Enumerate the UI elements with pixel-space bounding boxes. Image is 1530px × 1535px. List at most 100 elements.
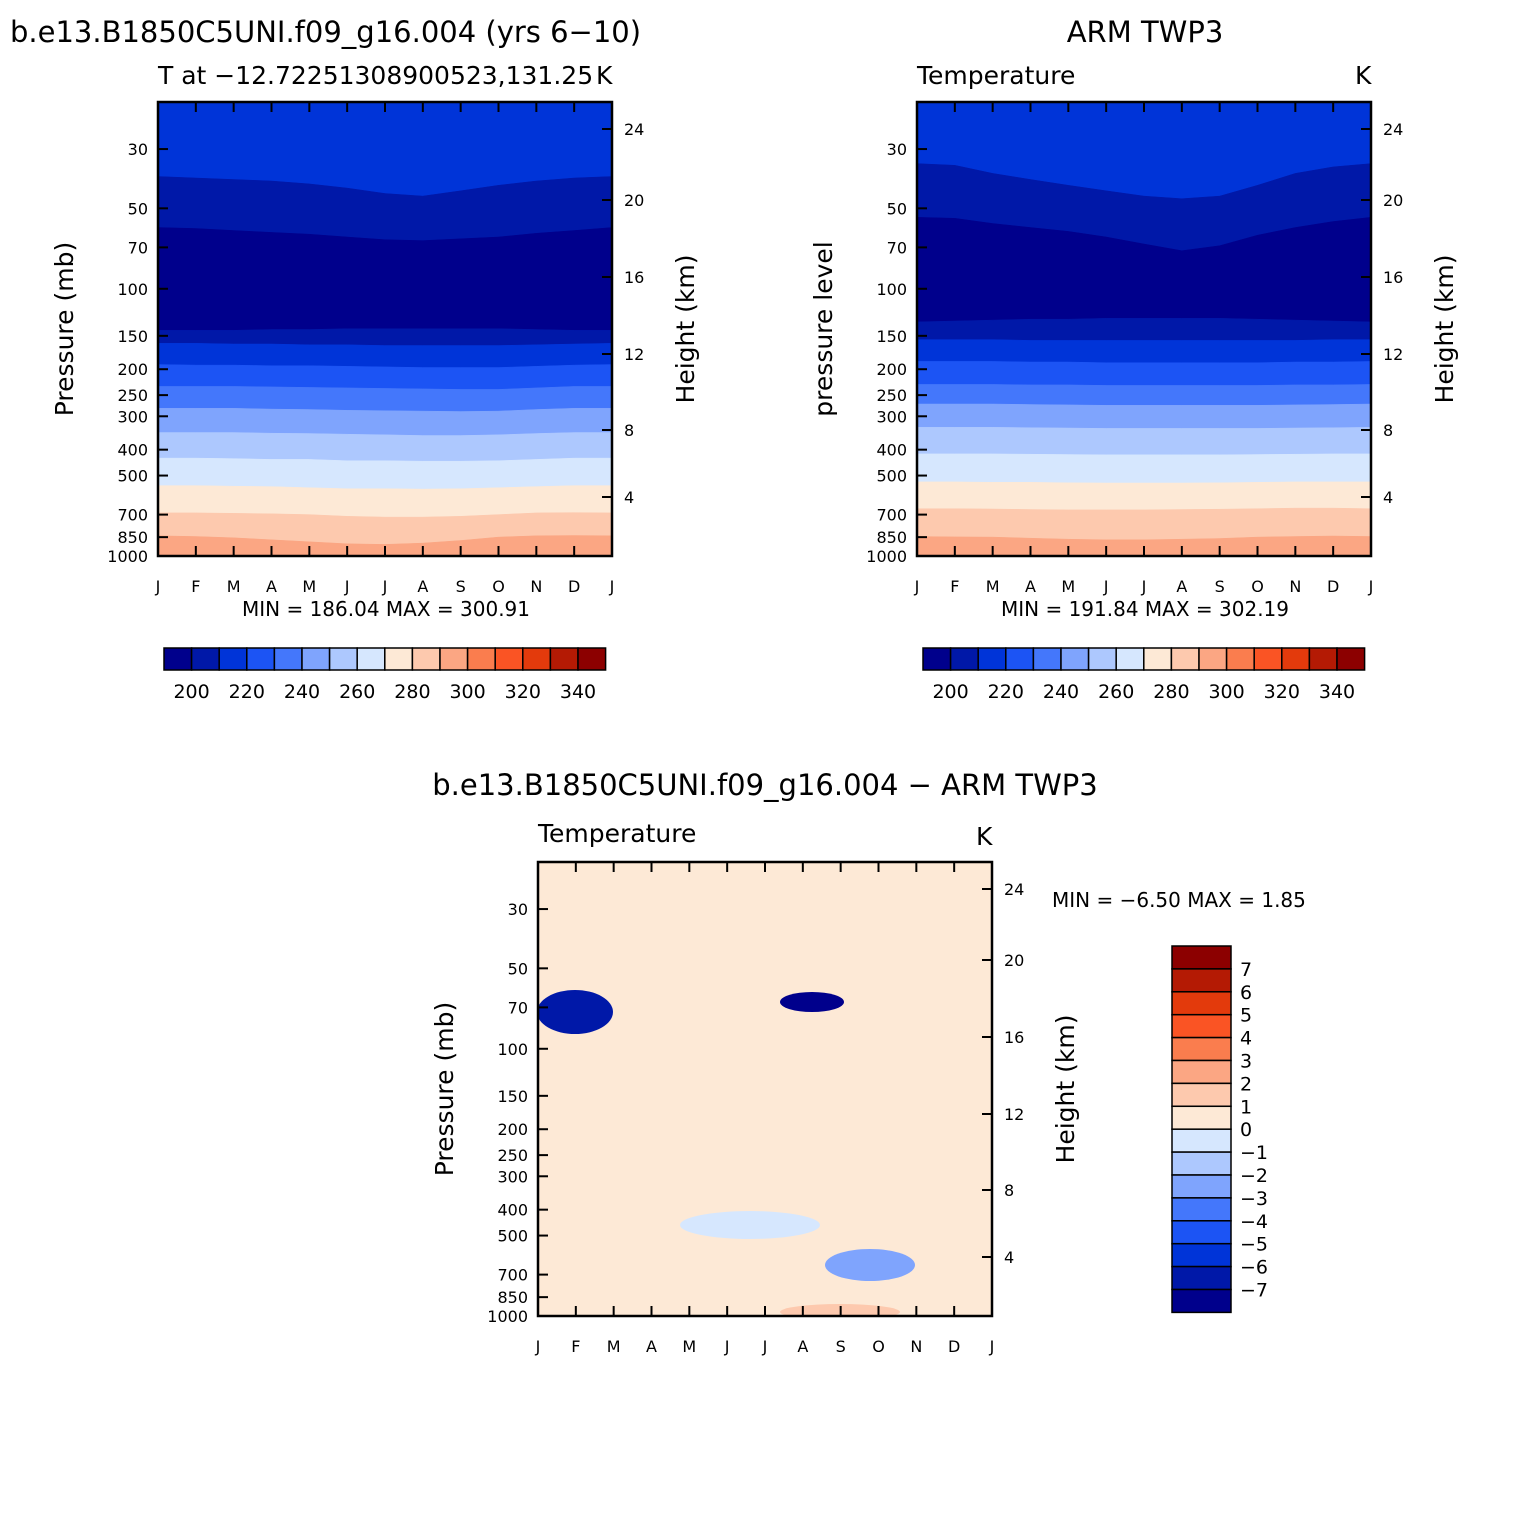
panel3-xtick-label: J [762, 1337, 768, 1356]
panel1-colorbar: 200 220 240 260 280 300 320 340 [163, 647, 607, 703]
panel1-ytick-label: 400 [117, 441, 148, 460]
panel3-ytick-label: 100 [497, 1040, 528, 1059]
panel3-xtick-label: J [989, 1337, 995, 1356]
panel3-colorbar-swatch [1171, 968, 1232, 993]
panel1-ytick-label: 850 [117, 528, 148, 547]
panel3-axes: J F M A M J J A S O N D J 30 50 70 100 150 200 250 300 400 500… [487, 862, 1024, 1356]
panel1-xtick-label: D [568, 577, 580, 596]
panel3-colorbar-label: −5 [1240, 1234, 1268, 1256]
panel1-ytick-label: 500 [117, 467, 148, 486]
panel1-xtick-label: J [344, 577, 350, 596]
panel2-ytick-right-label: 20 [1383, 191, 1403, 210]
panel2-xtick-label: N [1289, 577, 1301, 596]
panel3-ytick-label: 50 [508, 959, 528, 978]
panel2-ytick-right-label: 24 [1383, 120, 1403, 139]
panel2-colorbar-swatch [1336, 647, 1366, 671]
panel1-axes: J F M A M J J A S O N D J 30 50 70 100 150 200 250 300 400 500… [107, 102, 644, 596]
panel3-ytick-label: 400 [497, 1201, 528, 1220]
panel3-colorbar-label: −3 [1240, 1188, 1268, 1210]
panel1-minmax: MIN = 186.04 MAX = 300.91 [242, 597, 530, 621]
panel1-ytick-right-label: 12 [624, 345, 644, 364]
panel2-colorbar-label: 300 [1208, 681, 1244, 703]
panel1-xtick-label: J [609, 577, 615, 596]
panel3-colorbar-label: 4 [1240, 1028, 1252, 1050]
panel3-xtick-label: N [910, 1337, 922, 1356]
panel2-colorbar-swatch [1225, 647, 1255, 671]
panel2-xtick-label: O [1251, 577, 1264, 596]
panel3-ytick-label: 150 [497, 1087, 528, 1106]
panel1-colorbar-swatch [577, 647, 607, 671]
panel2-colorbar-swatch [1143, 647, 1173, 671]
panel1-ytick-label: 300 [117, 407, 148, 426]
panel2-colorbar-swatch [949, 647, 979, 671]
panel1-colorbar-swatch [494, 647, 524, 671]
panel2-colorbar-swatch [1087, 647, 1117, 671]
panel3-colorbar-label: −4 [1240, 1211, 1268, 1233]
panel2-xtick-label: M [1061, 577, 1075, 596]
panel3-light-patch [680, 1211, 820, 1239]
panel3-right-label: K [976, 822, 993, 851]
panel3-ytick-right-label: 20 [1004, 951, 1024, 970]
panel2-ytick-label: 200 [876, 360, 907, 379]
panel3-ytick-right-label: 16 [1004, 1028, 1024, 1047]
panel3-colorbar-swatch [1171, 1242, 1232, 1268]
panel3-ytick-label: 300 [497, 1167, 528, 1186]
panel1-ytick-label: 100 [117, 280, 148, 299]
panel3-colorbar-label: −6 [1240, 1257, 1268, 1279]
panel2-xtick-label: S [1215, 577, 1225, 596]
panel1-colorbar-swatch [522, 647, 552, 671]
panel3-colorbar-swatch [1171, 1036, 1232, 1062]
panel1-colorbar-label: 300 [449, 681, 485, 703]
panel2-colorbar-swatch [977, 647, 1007, 671]
panel1-ytick-right-label: 8 [624, 421, 634, 440]
panel1-colorbar-swatch [411, 647, 441, 671]
panel1-colorbar-swatch [328, 647, 358, 671]
panel2-axes: J F M A M J J A S O N D J 30 50 70 100 150 200 250 300 400 500… [866, 102, 1403, 596]
panel1-colorbar-swatch [466, 647, 496, 671]
panel2-colorbar: 200 220 240 260 280 300 320 340 [922, 647, 1366, 703]
panel1-ytick-label: 700 [117, 506, 148, 525]
panel2-right-label: K [1355, 61, 1372, 90]
panel1-colorbar-swatch [218, 647, 248, 671]
panel3-colorbar-swatch [1171, 1128, 1232, 1153]
panel3-xtick-label: A [646, 1337, 657, 1356]
panel3-colorbar-label: 5 [1240, 1005, 1252, 1027]
panel2-xtick-label: A [1025, 577, 1036, 596]
panel2-xtick-label: F [950, 577, 959, 596]
panel2-colorbar-swatch [1060, 647, 1090, 671]
panel3-colorbar-swatch [1171, 1013, 1232, 1039]
panel1-ytick-label: 1000 [107, 547, 148, 566]
panel2-ytick-label: 250 [876, 386, 907, 405]
panel3-warm-patch [538, 862, 615, 950]
panel2-ytick-right-label: 12 [1383, 345, 1403, 364]
panel2-xtick-label: J [1368, 577, 1374, 596]
panel3-xtick-label: A [797, 1337, 808, 1356]
panel2-contour-fills [917, 102, 1371, 556]
panel3-colorbar-swatch [1171, 1265, 1232, 1291]
panel3-colorbar-swatch [1171, 1105, 1232, 1130]
panel3-xtick-label: F [571, 1337, 580, 1356]
panel1-xtick-label: A [266, 577, 277, 596]
panel2-colorbar-label: 340 [1319, 681, 1355, 703]
panel3-colorbar-label: 7 [1240, 959, 1252, 981]
panel1-colorbar-swatch [356, 647, 386, 671]
panel3-colorbar-label: −7 [1240, 1280, 1268, 1302]
panel1-contour-fills [158, 102, 612, 556]
panel1-xtick-label: M [302, 577, 316, 596]
panel1-ytick-right-label: 24 [624, 120, 644, 139]
panel2-ytick-right-label: 8 [1383, 421, 1393, 440]
panel2-ytick-label: 1000 [866, 547, 907, 566]
panel2-ytick-label: 700 [876, 506, 907, 525]
panel3-colorbar-label: 0 [1240, 1119, 1252, 1141]
panel1-xtick-label: M [227, 577, 241, 596]
panel2-ytick-label: 50 [887, 199, 907, 218]
panel2-colorbar-swatch [922, 647, 952, 671]
panel1-ytick-label: 50 [128, 199, 148, 218]
panel1-xtick-label: S [456, 577, 466, 596]
panel3-title: b.e13.B1850C5UNI.f09_g16.004 − ARM TWP3 [432, 768, 1097, 802]
panel2-ytick-label: 100 [876, 280, 907, 299]
panel2-ytick-right-label: 4 [1383, 488, 1393, 507]
